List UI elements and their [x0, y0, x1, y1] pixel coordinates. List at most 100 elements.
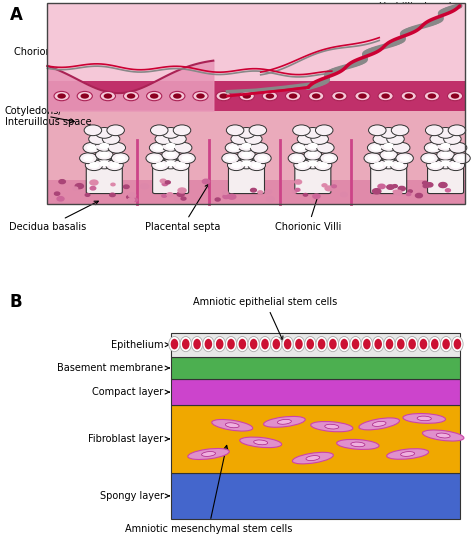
Circle shape	[215, 198, 220, 201]
Ellipse shape	[171, 339, 178, 349]
Circle shape	[89, 162, 99, 168]
Circle shape	[292, 155, 302, 161]
Ellipse shape	[431, 339, 438, 349]
Circle shape	[109, 162, 120, 168]
Circle shape	[111, 153, 129, 164]
Circle shape	[153, 144, 164, 151]
Circle shape	[172, 160, 190, 170]
Circle shape	[404, 93, 413, 99]
Circle shape	[446, 189, 450, 192]
Circle shape	[228, 160, 245, 170]
Ellipse shape	[329, 339, 337, 349]
Circle shape	[428, 144, 438, 151]
Circle shape	[81, 93, 89, 99]
Circle shape	[304, 158, 321, 169]
Circle shape	[75, 184, 83, 189]
Text: Amniotic epithelial stem cells: Amniotic epithelial stem cells	[193, 297, 337, 340]
Ellipse shape	[338, 336, 350, 351]
Ellipse shape	[406, 336, 418, 351]
Circle shape	[316, 125, 333, 136]
FancyBboxPatch shape	[428, 157, 464, 194]
Text: Umbillical cord: Umbillical cord	[352, 2, 452, 23]
Circle shape	[111, 183, 115, 186]
Ellipse shape	[352, 339, 359, 349]
Circle shape	[398, 186, 405, 191]
Ellipse shape	[316, 336, 327, 351]
Circle shape	[367, 142, 385, 153]
Circle shape	[165, 143, 176, 149]
Circle shape	[320, 153, 337, 164]
Circle shape	[167, 193, 173, 197]
Circle shape	[423, 184, 428, 188]
Ellipse shape	[250, 339, 257, 349]
Text: Epithelium: Epithelium	[111, 340, 169, 350]
Circle shape	[437, 141, 454, 151]
Ellipse shape	[305, 336, 316, 351]
Circle shape	[59, 179, 65, 184]
Circle shape	[152, 160, 169, 170]
Circle shape	[453, 153, 470, 164]
FancyBboxPatch shape	[228, 157, 264, 194]
Bar	[171, 379, 460, 405]
Circle shape	[141, 184, 148, 189]
Circle shape	[85, 194, 90, 196]
Circle shape	[427, 160, 444, 170]
Ellipse shape	[373, 336, 384, 351]
Circle shape	[225, 155, 236, 161]
Circle shape	[231, 162, 241, 168]
Ellipse shape	[422, 430, 464, 441]
Circle shape	[151, 125, 168, 136]
Circle shape	[262, 92, 277, 101]
Circle shape	[380, 158, 397, 169]
Circle shape	[297, 134, 315, 144]
Circle shape	[292, 190, 297, 193]
Circle shape	[325, 186, 333, 191]
Circle shape	[80, 153, 97, 164]
Circle shape	[392, 142, 410, 153]
Circle shape	[430, 134, 447, 144]
Bar	[171, 473, 460, 519]
Ellipse shape	[182, 339, 190, 349]
Ellipse shape	[264, 417, 305, 427]
Circle shape	[437, 128, 454, 139]
Circle shape	[223, 191, 228, 195]
Circle shape	[424, 142, 442, 153]
Ellipse shape	[277, 419, 292, 424]
Ellipse shape	[191, 336, 203, 351]
Ellipse shape	[261, 339, 269, 349]
Circle shape	[77, 92, 92, 101]
Circle shape	[99, 151, 109, 158]
Circle shape	[373, 189, 381, 194]
Ellipse shape	[248, 336, 259, 351]
Circle shape	[174, 142, 192, 153]
Circle shape	[456, 155, 467, 161]
Circle shape	[324, 155, 334, 161]
Circle shape	[322, 184, 327, 187]
Circle shape	[238, 141, 255, 151]
FancyBboxPatch shape	[86, 157, 122, 194]
Circle shape	[251, 189, 256, 192]
Circle shape	[231, 134, 248, 144]
Circle shape	[439, 183, 447, 188]
Circle shape	[294, 160, 311, 170]
Ellipse shape	[169, 336, 180, 351]
Circle shape	[295, 180, 301, 184]
Circle shape	[451, 162, 461, 168]
Ellipse shape	[205, 339, 212, 349]
Bar	[171, 357, 460, 379]
Circle shape	[128, 193, 136, 197]
Circle shape	[289, 93, 297, 99]
Circle shape	[308, 160, 318, 167]
Circle shape	[150, 93, 158, 99]
Bar	[171, 333, 460, 357]
Ellipse shape	[351, 442, 365, 447]
Circle shape	[373, 134, 391, 144]
Circle shape	[437, 149, 454, 160]
Circle shape	[378, 92, 393, 101]
Circle shape	[383, 143, 394, 149]
Circle shape	[317, 142, 334, 153]
Circle shape	[367, 155, 378, 161]
Circle shape	[400, 155, 410, 161]
Ellipse shape	[442, 339, 450, 349]
Ellipse shape	[318, 339, 325, 349]
